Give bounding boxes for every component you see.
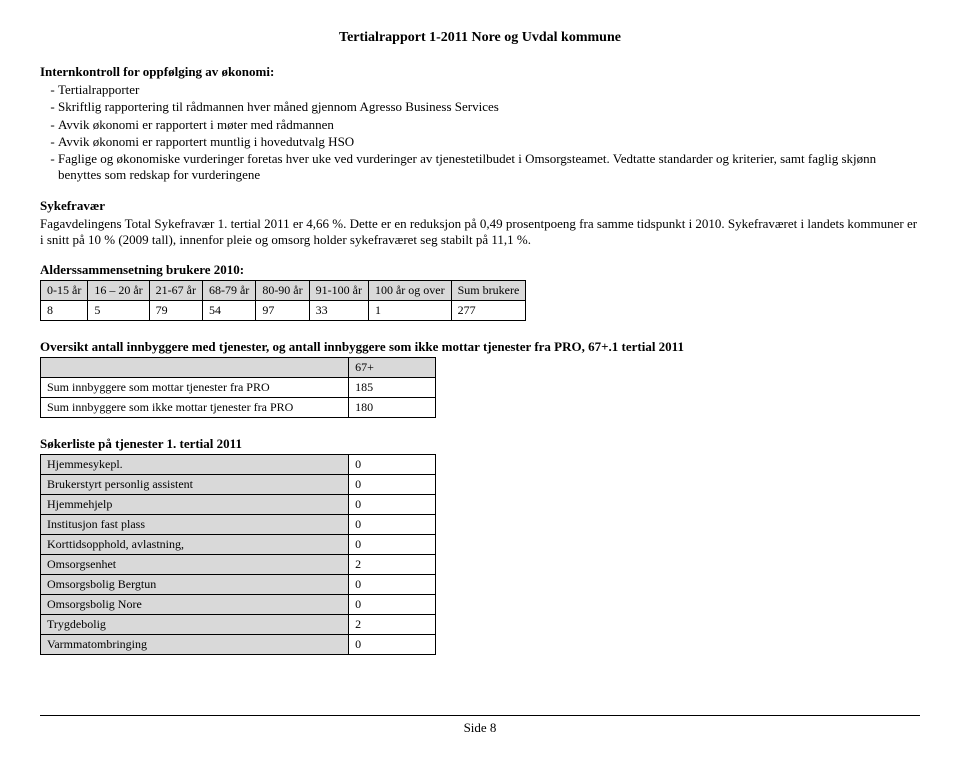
- sokerliste-table: Hjemmesykepl.0 Brukerstyrt personlig ass…: [40, 454, 436, 655]
- list-item: Skriftlig rapportering til rådmannen hve…: [58, 99, 920, 115]
- td-value: 2: [349, 615, 436, 635]
- td: 5: [88, 301, 149, 321]
- td-label: Sum innbyggere som ikke mottar tjenester…: [41, 398, 349, 418]
- td: 33: [309, 301, 368, 321]
- th: 16 – 20 år: [88, 281, 149, 301]
- td: 1: [368, 301, 451, 321]
- td-value: 0: [349, 595, 436, 615]
- td-label: Hjemmesykepl.: [41, 455, 349, 475]
- td-value: 2: [349, 555, 436, 575]
- alders-title: Alderssammensetning brukere 2010:: [40, 262, 920, 278]
- td: 97: [256, 301, 309, 321]
- list-item: Avvik økonomi er rapportert i møter med …: [58, 117, 920, 133]
- td-value: 0: [349, 475, 436, 495]
- td-value: 0: [349, 495, 436, 515]
- th: 100 år og over: [368, 281, 451, 301]
- td: 8: [41, 301, 88, 321]
- td-label: Hjemmehjelp: [41, 495, 349, 515]
- td-label: Brukerstyrt personlig assistent: [41, 475, 349, 495]
- td-label: Trygdebolig: [41, 615, 349, 635]
- th: 68-79 år: [202, 281, 255, 301]
- td-label: Sum innbyggere som mottar tjenester fra …: [41, 378, 349, 398]
- oversikt-table: 67+ Sum innbyggere som mottar tjenester …: [40, 357, 436, 418]
- th: 80-90 år: [256, 281, 309, 301]
- td-value: 180: [349, 398, 436, 418]
- td-label: Varmmatombringing: [41, 635, 349, 655]
- td-label: Omsorgsenhet: [41, 555, 349, 575]
- td-value: 0: [349, 515, 436, 535]
- td-label: Korttidsopphold, avlastning,: [41, 535, 349, 555]
- internkontroll-list: Tertialrapporter Skriftlig rapportering …: [40, 82, 920, 184]
- td-value: 0: [349, 455, 436, 475]
- list-item: Tertialrapporter: [58, 82, 920, 98]
- list-item: Avvik økonomi er rapportert muntlig i ho…: [58, 134, 920, 150]
- list-item: Faglige og økonomiske vurderinger foreta…: [58, 151, 920, 184]
- td: 54: [202, 301, 255, 321]
- page-header: Tertialrapport 1-2011 Nore og Uvdal komm…: [40, 30, 920, 46]
- td-empty: [41, 358, 349, 378]
- th: 91-100 år: [309, 281, 368, 301]
- th: 67+: [349, 358, 436, 378]
- page-footer: Side 8: [40, 715, 920, 736]
- th: Sum brukere: [451, 281, 526, 301]
- td-value: 0: [349, 635, 436, 655]
- td-value: 0: [349, 535, 436, 555]
- td-value: 185: [349, 378, 436, 398]
- td-label: Omsorgsbolig Bergtun: [41, 575, 349, 595]
- th: 21-67 år: [149, 281, 202, 301]
- alders-table: 0-15 år 16 – 20 år 21-67 år 68-79 år 80-…: [40, 280, 526, 321]
- td-label: Institusjon fast plass: [41, 515, 349, 535]
- internkontroll-title: Internkontroll for oppfølging av økonomi…: [40, 64, 920, 80]
- sykefravaer-title: Sykefravær: [40, 198, 920, 214]
- td-value: 0: [349, 575, 436, 595]
- td: 79: [149, 301, 202, 321]
- sykefravaer-text: Fagavdelingens Total Sykefravær 1. terti…: [40, 216, 920, 249]
- oversikt-title: Oversikt antall innbyggere med tjenester…: [40, 339, 920, 355]
- sokerliste-title: Søkerliste på tjenester 1. tertial 2011: [40, 436, 920, 452]
- td: 277: [451, 301, 526, 321]
- th: 0-15 år: [41, 281, 88, 301]
- td-label: Omsorgsbolig Nore: [41, 595, 349, 615]
